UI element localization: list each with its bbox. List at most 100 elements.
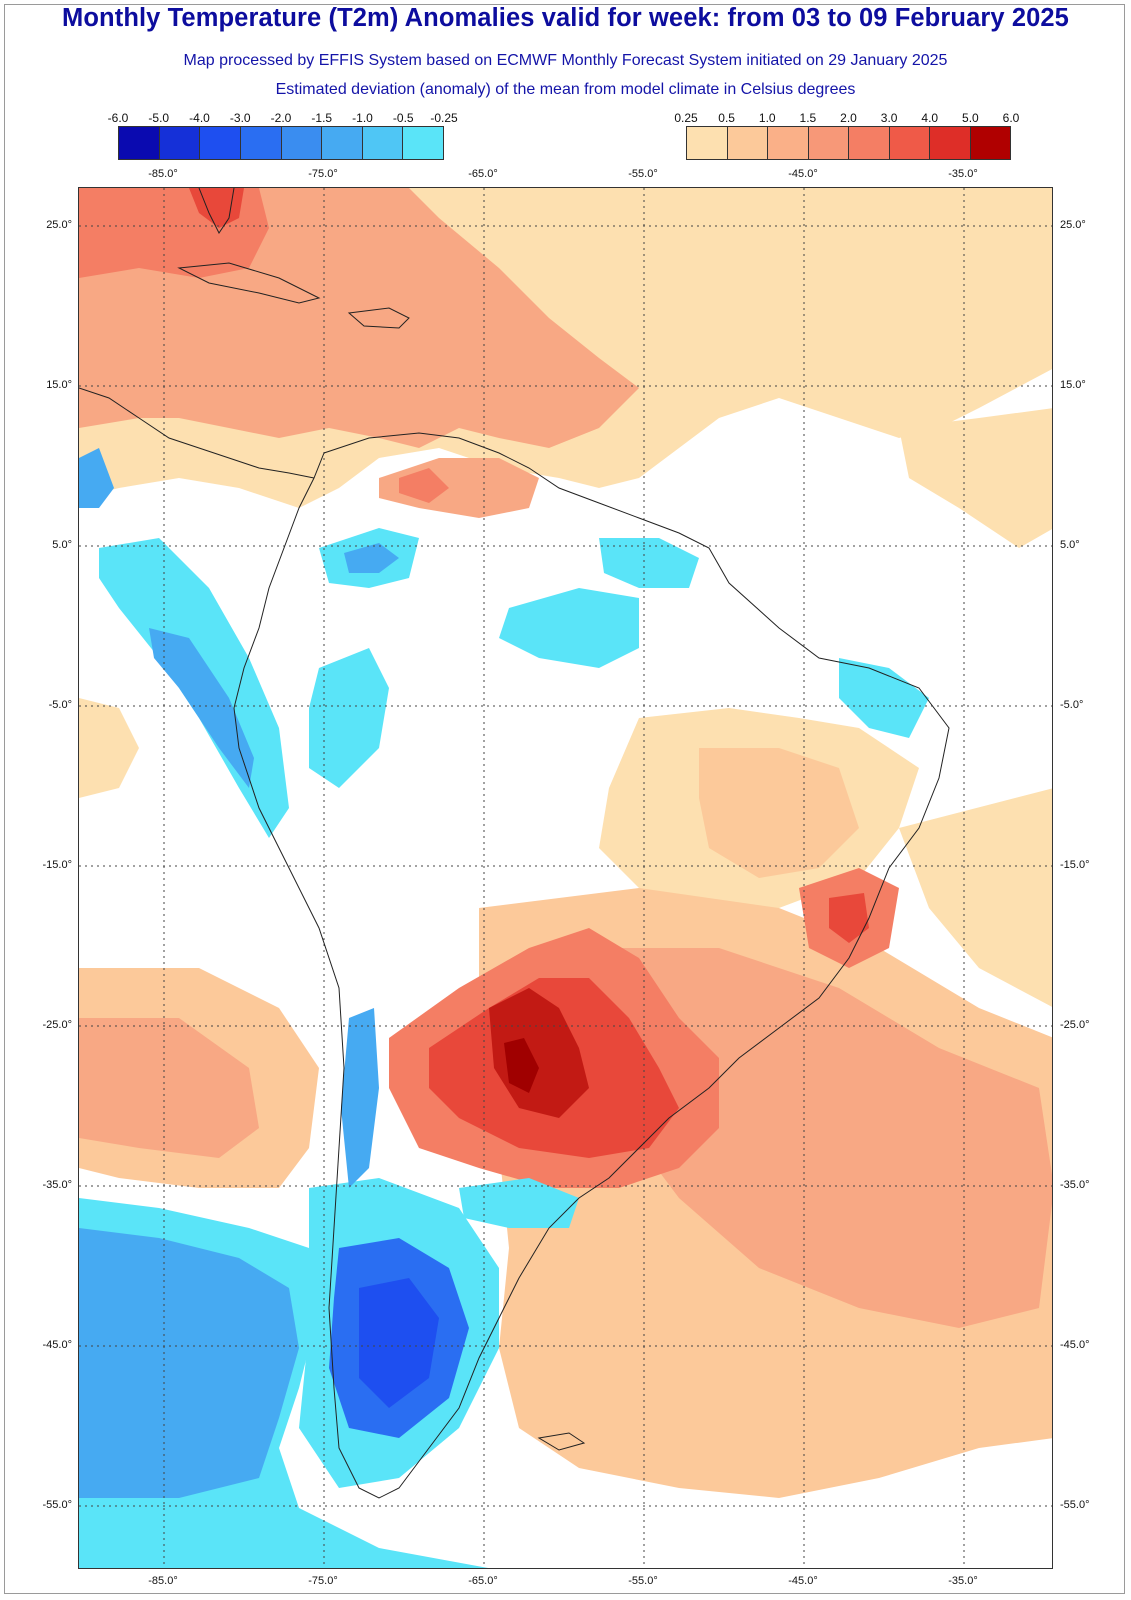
latitude-label: -55.0° [42, 1499, 72, 1511]
anomaly-zone-patagonia-very-cold [359, 1278, 439, 1408]
anomaly-zone-south-atlantic-warm-core [599, 948, 1052, 1328]
anomaly-map[interactable] [78, 187, 1053, 1569]
map-subtitle-source: Map processed by EFFIS System based on E… [183, 52, 948, 69]
longitude-label: -85.0° [148, 168, 178, 180]
legend-cold-label: -5.0 [148, 111, 170, 125]
latitude-label: -5.0° [48, 699, 72, 711]
legend-warm-label: 6.0 [1002, 111, 1020, 125]
legend-warm-label: 4.0 [921, 111, 939, 125]
latitude-label: -25.0° [1060, 1019, 1090, 1031]
legend-cold-swatch [240, 127, 282, 159]
anomaly-zone-se-brazil-very-hot [829, 893, 869, 943]
legend-warm-label: 1.5 [799, 111, 817, 125]
coastline-south-america [233, 432, 950, 1499]
anomaly-zone-pacific-cold-north [149, 628, 254, 788]
graticule [79, 188, 1052, 1568]
legend-warm-swatch [849, 127, 890, 159]
legend-warm-scale [686, 126, 1011, 160]
legend-warm-swatch [727, 127, 768, 159]
latitude-label: -5.0° [1060, 699, 1084, 711]
longitude-label: -35.0° [948, 168, 978, 180]
legend-warm-swatch [930, 127, 971, 159]
legend-cold-swatch [362, 127, 404, 159]
figure-frame [4, 4, 1125, 1594]
legend-warm-swatch [970, 127, 1010, 159]
anomaly-zone-atlantic-warm-east [899, 408, 1052, 548]
legend-cold-swatch [281, 127, 323, 159]
longitude-label: -65.0° [468, 168, 498, 180]
legend-cold-label: -2.0 [270, 111, 292, 125]
legend-warm-label: 1.0 [758, 111, 776, 125]
legend-warm-swatch [889, 127, 930, 159]
legend-cold-swatch [159, 127, 201, 159]
longitude-label: -35.0° [948, 1575, 978, 1587]
longitude-label: -55.0° [628, 1575, 658, 1587]
longitude-label: -55.0° [628, 168, 658, 180]
anomaly-zone-south-pacific-cold [79, 1228, 299, 1498]
legend-cold-label: -1.5 [311, 111, 333, 125]
longitude-label: -85.0° [148, 1575, 178, 1587]
anomaly-zone-argentina-cool-spot [459, 1178, 579, 1228]
legend-cold-label: -4.0 [189, 111, 210, 125]
legend-cold-scale [118, 126, 444, 160]
longitude-label: -65.0° [468, 1575, 498, 1587]
anomaly-zone-amazon-cool [499, 588, 639, 668]
latitude-label: 15.0° [46, 379, 72, 391]
anomaly-zone-pacific-warm-south-core [79, 1018, 259, 1158]
latitude-label: -25.0° [42, 1019, 72, 1031]
latitude-label: -15.0° [42, 859, 72, 871]
legend-warm-swatch [808, 127, 849, 159]
anomaly-zone-venezuela-hot [399, 468, 449, 503]
legend-cold-label: -0.25 [430, 111, 458, 125]
anomaly-zone-central-extreme [504, 1038, 539, 1093]
latitude-label: -55.0° [1060, 1499, 1090, 1511]
legend-warm-label: 2.0 [840, 111, 857, 125]
coastline-falklands [537, 1432, 586, 1451]
latitude-label: 5.0° [1060, 539, 1080, 551]
anomaly-zone-ecuador-cool [79, 448, 114, 508]
anomaly-zone-ne-brazil-cool [839, 658, 929, 738]
longitude-label: -45.0° [788, 168, 818, 180]
map-subtitle-units: Estimated deviation (anomaly) of the mea… [275, 81, 856, 98]
coastlines [79, 188, 950, 1499]
legend-cold-swatch [200, 127, 241, 159]
anomaly-zone-brazil-warm-mid [699, 748, 859, 878]
longitude-label: -75.0° [308, 1575, 338, 1587]
longitude-label: -45.0° [788, 1575, 818, 1587]
anomaly-zone-atlantic-warm-se [899, 788, 1052, 1007]
legend-cold-label: -0.5 [392, 111, 414, 125]
latitude-label: -45.0° [42, 1339, 72, 1351]
legend-warm-label: 5.0 [962, 111, 979, 125]
legend-warm-swatch [687, 127, 728, 159]
map-title: Monthly Temperature (T2m) Anomalies vali… [62, 4, 1069, 32]
anomaly-zone-colombia-cold [344, 543, 399, 573]
latitude-label: 5.0° [52, 539, 72, 551]
coastline-hispaniola [347, 307, 410, 329]
legend-warm-label: 0.25 [674, 111, 698, 125]
latitude-label: -45.0° [1060, 1339, 1090, 1351]
anomaly-zone-andes-cool [341, 1008, 379, 1188]
anomaly-zone-guiana-cool [599, 538, 699, 588]
coastline-cuba [177, 262, 321, 304]
anomaly-zone-pacific-warm-mid [79, 698, 139, 798]
legend-cold-label: -3.0 [229, 111, 251, 125]
latitude-label: -35.0° [42, 1179, 72, 1191]
legend-cold-swatch [322, 127, 363, 159]
legend-cold-swatch [403, 127, 443, 159]
latitude-label: 25.0° [46, 219, 72, 231]
longitude-label: -75.0° [308, 168, 338, 180]
legend-cold-swatch [119, 127, 160, 159]
latitude-label: -15.0° [1060, 859, 1090, 871]
latitude-label: 15.0° [1060, 379, 1086, 391]
legend-cold-label: -6.0 [107, 111, 129, 125]
legend-warm-swatch [768, 127, 809, 159]
coastline-central-america [79, 387, 315, 479]
latitude-label: 25.0° [1060, 219, 1086, 231]
anomaly-map-canvas[interactable] [79, 188, 1053, 1569]
coastline-florida [198, 188, 235, 234]
legend-warm-label: 0.5 [718, 111, 735, 125]
legend-warm-label: 3.0 [880, 111, 898, 125]
latitude-label: -35.0° [1060, 1179, 1090, 1191]
anomaly-zone-peru-cool [309, 648, 389, 788]
legend-cold-label: -1.0 [352, 111, 373, 125]
